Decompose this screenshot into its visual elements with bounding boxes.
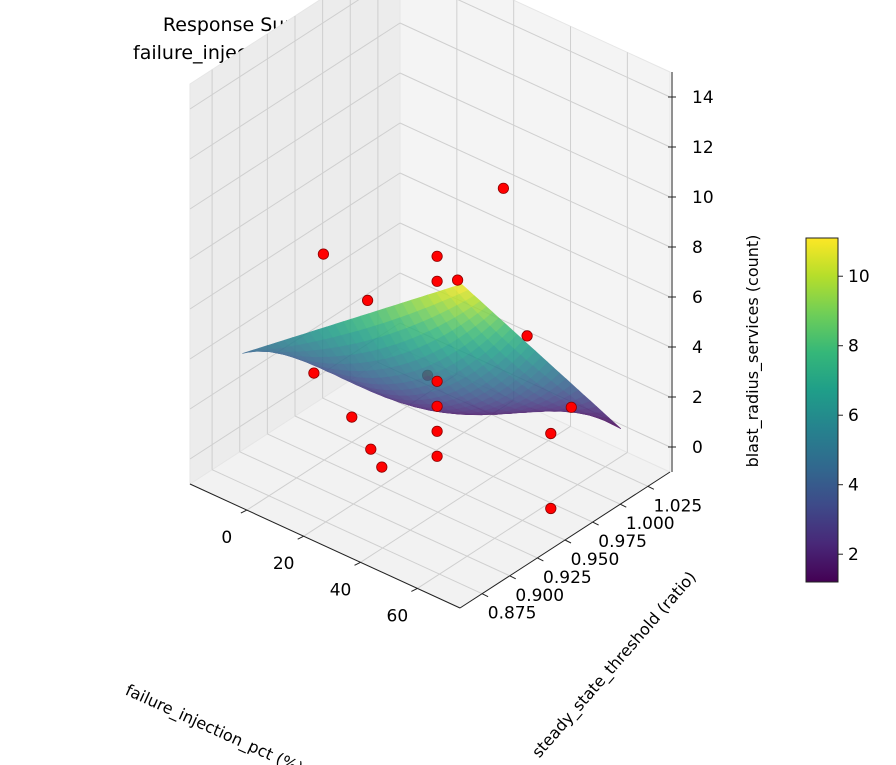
grid-line-z (189, 72, 401, 210)
y-tick-label: 0.975 (598, 532, 647, 552)
x-tick-label: 60 (387, 606, 409, 626)
grid-line-z-wall (399, 222, 671, 348)
y-tick-mark (564, 539, 572, 544)
plot-content (242, 182, 622, 515)
x-tick-mark (240, 509, 248, 514)
grid-line-y (294, 415, 566, 541)
z-tick-label: 2 (692, 388, 703, 408)
data-point (308, 367, 320, 379)
x-axis-line (189, 483, 461, 609)
x-tick-label: 40 (330, 580, 352, 600)
data-point (431, 275, 443, 287)
data-point (365, 443, 377, 455)
z-tick-label: 12 (692, 138, 714, 158)
grid-line-z-wall (399, 122, 671, 248)
z-tick-label: 4 (692, 338, 703, 358)
colorbar: 2 4 6 8 10 (805, 237, 870, 583)
grid-line-z-wall (457, 0, 671, 98)
data-point (431, 450, 443, 462)
x-tick-mark (297, 535, 304, 540)
z-tick-label: 14 (692, 88, 714, 108)
data-point (431, 375, 443, 387)
grid-line-z (189, 0, 360, 110)
grid-line-y (211, 469, 483, 595)
y-tick-mark (620, 503, 627, 508)
y-tick-label: 0.950 (571, 550, 620, 570)
colorbar-tick-label: 2 (848, 545, 859, 565)
z-tick-label: 8 (692, 238, 703, 258)
data-point (521, 330, 533, 342)
y-tick-mark (592, 521, 599, 526)
grid-line-y (267, 433, 538, 559)
z-tick-label: 0 (692, 438, 703, 458)
y-tick-label: 0.875 (488, 604, 537, 624)
y-tick-mark (647, 485, 655, 490)
data-point (545, 427, 557, 440)
grid-line-z (189, 172, 401, 310)
data-point (431, 400, 443, 412)
data-point (545, 502, 557, 515)
z-tick-label: 10 (692, 188, 714, 208)
data-point (376, 461, 388, 473)
colorbar-fill (805, 237, 839, 583)
data-point (431, 250, 443, 262)
colorbar-tick-label: 8 (848, 337, 859, 357)
grid-line-z-wall (399, 72, 671, 198)
data-point (346, 411, 358, 423)
data-point (361, 294, 374, 306)
colorbar-tick-label: 4 (848, 476, 859, 496)
data-point (431, 425, 443, 437)
y-tick-mark (509, 575, 516, 580)
x-tick-label: 20 (273, 554, 295, 574)
y-tick-label: 1.025 (654, 496, 703, 516)
colorbar-tick-label: 10 (848, 267, 870, 287)
x-tick-mark (354, 561, 361, 566)
grid-line-z-wall (399, 172, 671, 298)
data-point (565, 401, 577, 413)
x-tick-mark (411, 587, 418, 592)
colorbar-tick-label: 6 (848, 406, 859, 426)
y-tick-mark (481, 593, 489, 598)
z-axis-label: blast_radius_services (count) (743, 235, 763, 468)
data-point (451, 274, 464, 286)
y-tick-label: 1.000 (626, 514, 675, 534)
grid-line-z (189, 222, 401, 360)
x-tick-label: 0 (221, 528, 232, 548)
grid-line-z (189, 22, 401, 160)
grid-line-y (322, 397, 593, 523)
grid-line-z-wall (399, 22, 671, 148)
grid-line-y (239, 451, 510, 577)
y-tick-mark (537, 557, 544, 562)
z-tick-label: 6 (692, 288, 703, 308)
data-point (497, 182, 509, 194)
y-tick-label: 0.925 (543, 568, 592, 588)
y-tick-label: 0.900 (515, 586, 564, 606)
data-point (317, 248, 329, 260)
grid-line-z (189, 122, 401, 260)
x-axis-label: failure_injection_pct (%) (122, 680, 306, 765)
